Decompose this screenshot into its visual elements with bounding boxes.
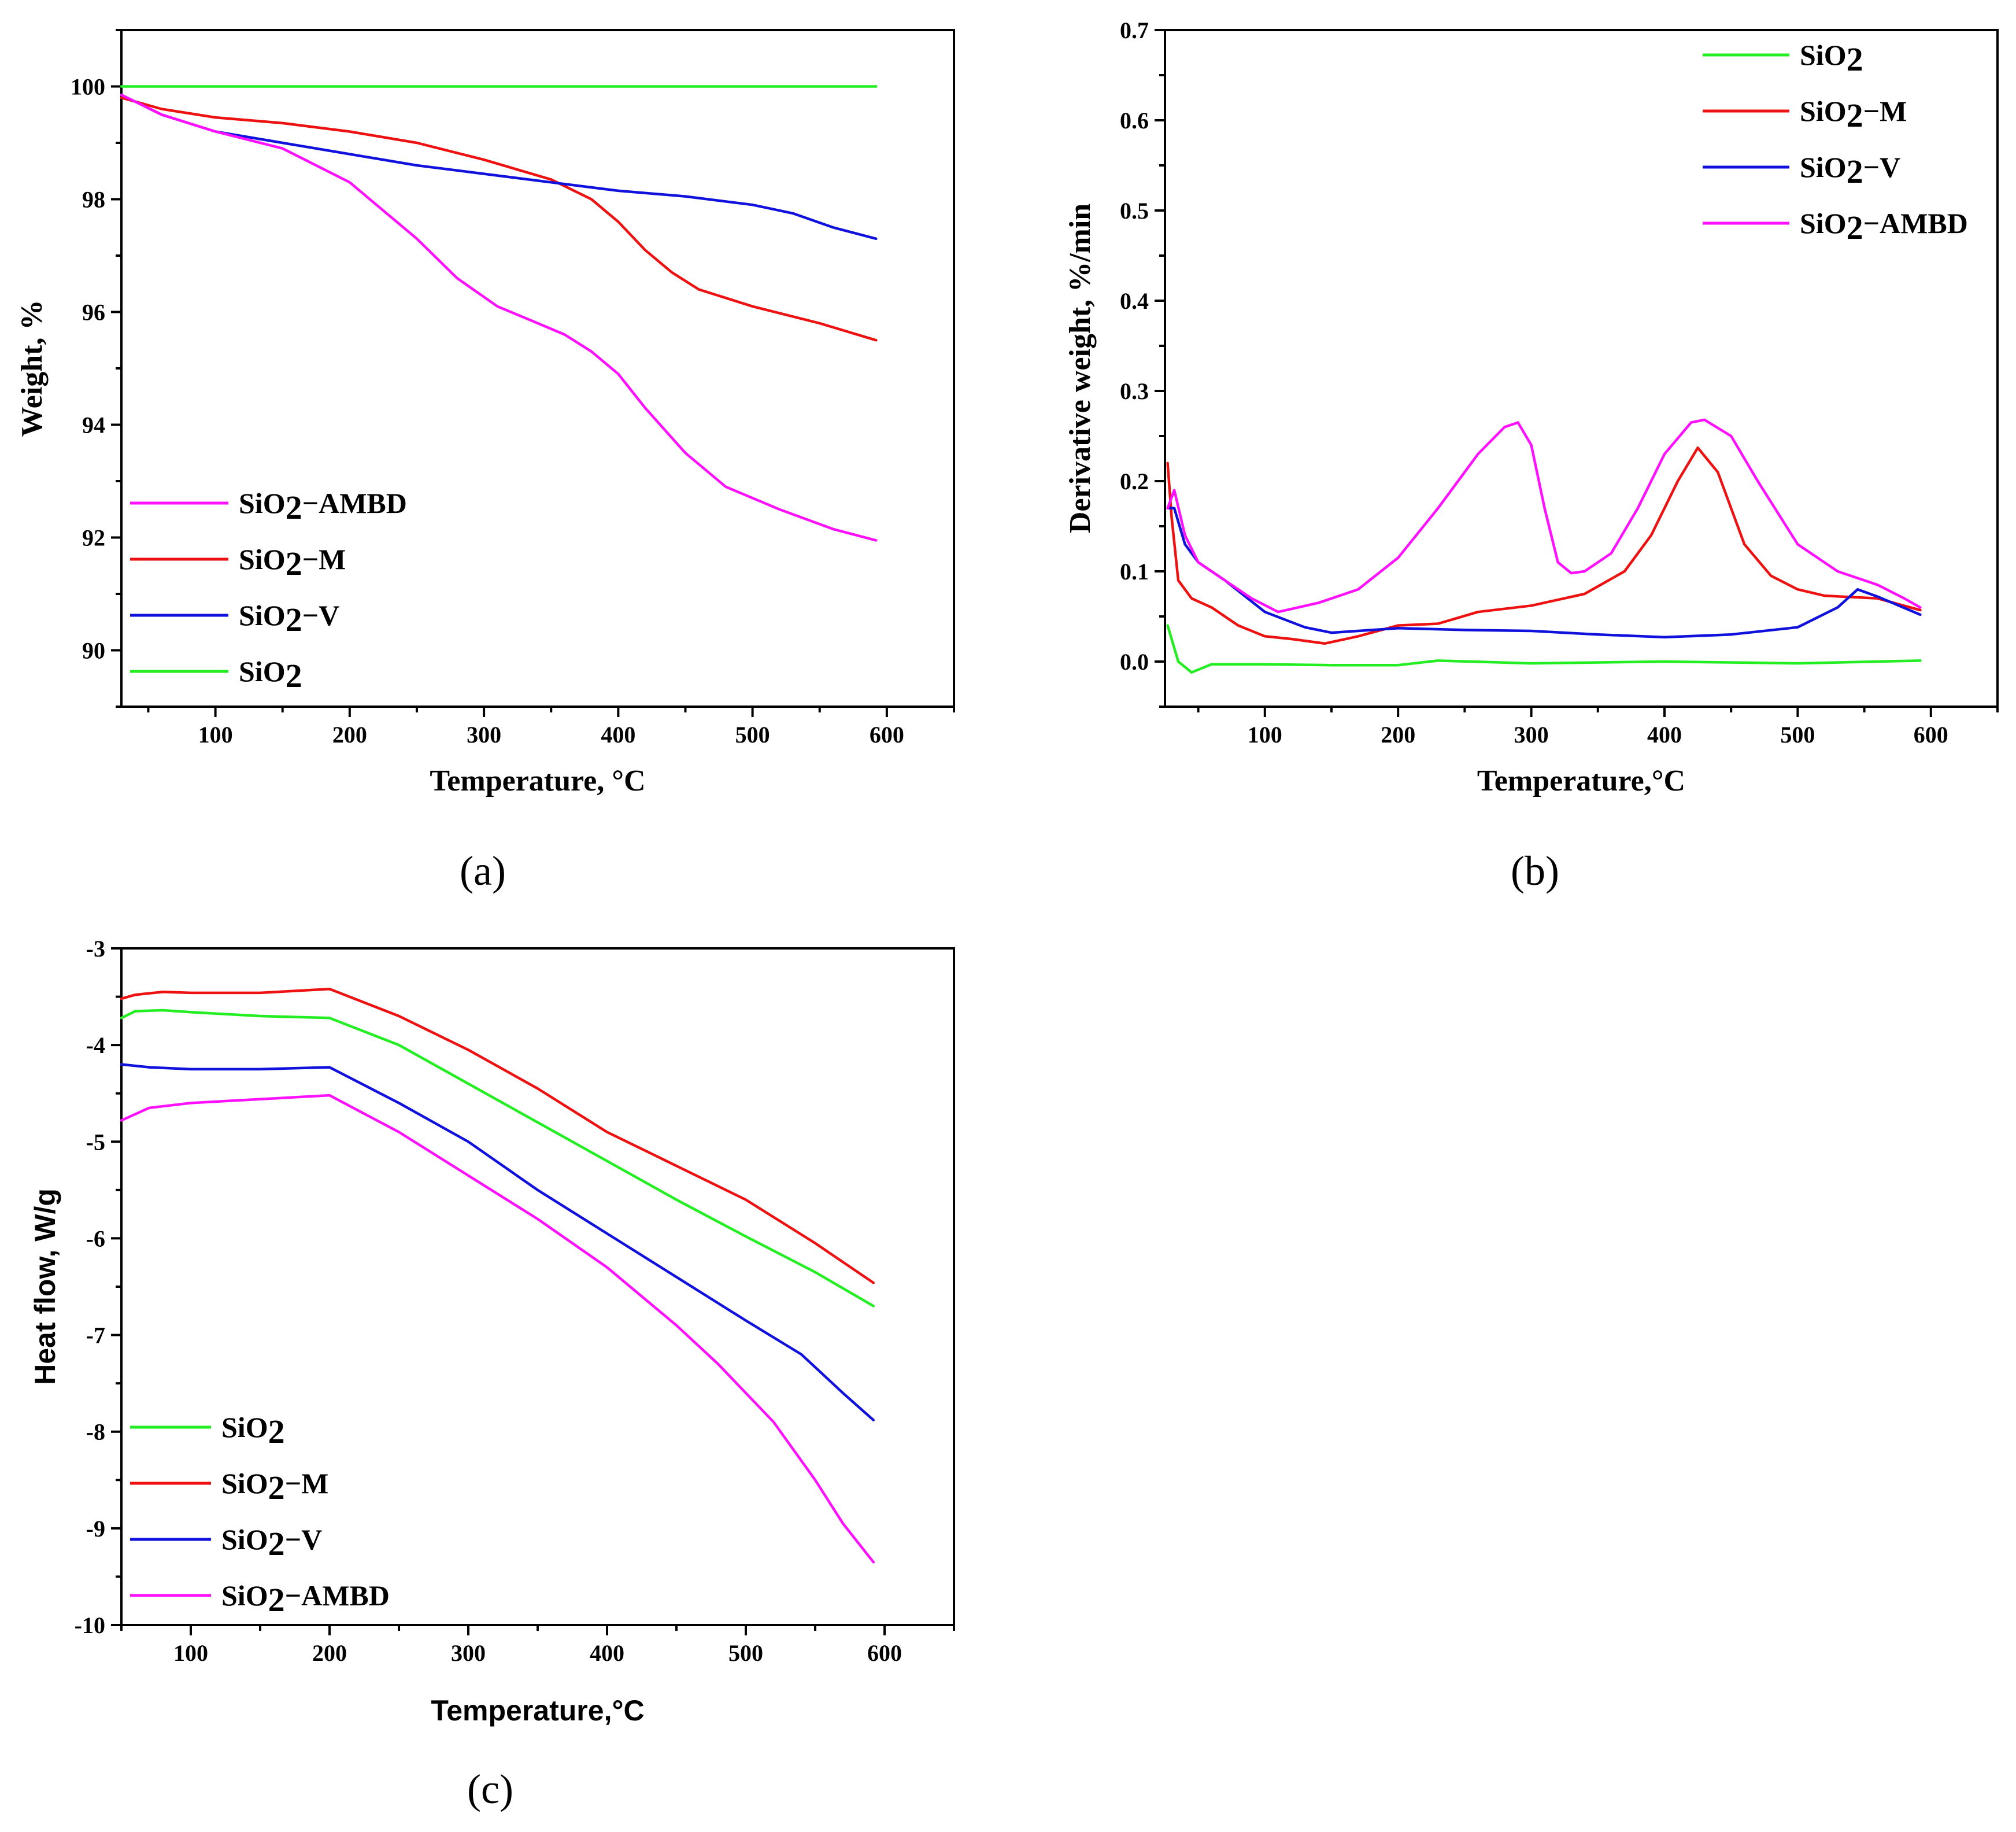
- x-tick-label: 100: [1248, 722, 1282, 748]
- y-tick-label: 0.0: [1120, 649, 1149, 675]
- series-line-sio2-m: [1166, 446, 1922, 645]
- y-tick-label: 0.6: [1120, 108, 1149, 134]
- legend-label-sio2-v: SiO2−V: [239, 599, 339, 638]
- x-tick-label: 200: [312, 1640, 347, 1666]
- x-tick-label: 300: [1514, 722, 1549, 748]
- legend-label-sio2: SiO2: [239, 655, 302, 695]
- x-tick-label: 600: [870, 722, 904, 748]
- legend-label-sio2-ambd: SiO2−AMBD: [239, 487, 407, 526]
- x-tick-label: 500: [735, 722, 770, 748]
- legend-label-sio2-v: SiO2−V: [221, 1523, 322, 1563]
- panel-b: 100 200 300 400 500 600 0.0 0.1 0.2 0.3 0.4 0.5 0.6 0…: [1064, 17, 1999, 894]
- y-tick-label: -10: [75, 1612, 105, 1638]
- y-tick-label: 0.1: [1120, 559, 1149, 585]
- series-line-sio2-v: [120, 1063, 875, 1421]
- x-tick-label: 400: [590, 1640, 624, 1666]
- x-tick-label: 100: [198, 722, 233, 748]
- y-axis-title: Weight, %: [16, 300, 49, 437]
- y-tick-label: 90: [82, 638, 105, 664]
- y-tick-label: 98: [82, 187, 105, 213]
- y-tick-label: 100: [71, 74, 105, 100]
- series-line-sio2-v: [1166, 507, 1922, 639]
- panel-label: (c): [467, 1766, 513, 1812]
- series-line-sio2: [1166, 624, 1922, 674]
- legend-label-sio2-v: SiO2−V: [1800, 151, 1900, 190]
- y-tick-label: -7: [86, 1323, 105, 1349]
- series-line-sio2: [120, 1009, 875, 1307]
- x-tick-label: 300: [451, 1640, 486, 1666]
- legend-label-sio2-ambd: SiO2−AMBD: [1800, 207, 1968, 246]
- y-tick-label: 0.2: [1120, 468, 1149, 494]
- y-tick-label: -4: [86, 1032, 105, 1058]
- x-tick-label: 600: [1914, 722, 1948, 748]
- series-line-sio2-ambd: [1166, 418, 1922, 614]
- x-tick-label: 500: [1780, 722, 1815, 748]
- x-tick-label: 200: [1381, 722, 1415, 748]
- panel-label: (a): [460, 848, 506, 894]
- panel-label: (b): [1511, 848, 1559, 894]
- y-tick-label: 92: [82, 525, 105, 551]
- y-tick-label: -6: [86, 1225, 105, 1251]
- series-line-sio2-v: [120, 93, 878, 241]
- y-axis-title: Heat flow, W/g: [29, 1188, 61, 1385]
- y-tick-label: -3: [86, 936, 105, 962]
- y-tick-label: -8: [86, 1419, 105, 1445]
- x-axis-title: Temperature, °C: [430, 764, 645, 797]
- y-tick-label: -5: [86, 1129, 105, 1155]
- x-tick-label: 600: [867, 1640, 902, 1666]
- legend-label-sio2-m: SiO2−M: [1800, 95, 1907, 134]
- legend-label-sio2-m: SiO2−M: [239, 543, 346, 582]
- legend-label-sio2: SiO2: [221, 1411, 285, 1450]
- x-tick-label: 200: [332, 722, 367, 748]
- x-tick-label: 400: [1647, 722, 1682, 748]
- legend-label-sio2: SiO2: [1800, 39, 1863, 78]
- panel-a: 100 200 300 400 500 600 90 92 94 96 98 100 Temperatu…: [16, 29, 955, 894]
- y-tick-label: 0.7: [1120, 17, 1149, 43]
- x-axis-title: Temperature,°C: [1477, 764, 1685, 797]
- series-line-sio2-ambd: [120, 93, 878, 542]
- x-tick-label: 400: [601, 722, 635, 748]
- plot-frame: [1164, 29, 1999, 708]
- y-tick-label: 0.4: [1120, 288, 1149, 314]
- y-tick-label: -9: [86, 1516, 105, 1542]
- series-line-sio2-ambd: [120, 1094, 875, 1564]
- y-tick-label: 0.5: [1120, 198, 1149, 224]
- series-line-sio2-m: [120, 987, 875, 1284]
- y-tick-label: 94: [82, 412, 105, 438]
- y-tick-label: 0.3: [1120, 378, 1149, 404]
- x-tick-label: 500: [728, 1640, 763, 1666]
- legend-label-sio2-m: SiO2−M: [221, 1467, 328, 1506]
- x-tick-label: 100: [173, 1640, 208, 1666]
- x-axis-title: Temperature,°C: [431, 1694, 644, 1727]
- series-line-sio2-m: [120, 96, 878, 342]
- y-axis-title: Derivative weight, %/min: [1064, 204, 1097, 534]
- legend-label-sio2-ambd: SiO2−AMBD: [221, 1579, 390, 1619]
- panel-c: 100 200 300 400 500 600 -10 -9 -8 -7 -6 -5 -4 -3 Tempe…: [29, 936, 955, 1812]
- y-tick-label: 96: [82, 300, 105, 326]
- x-tick-label: 300: [467, 722, 501, 748]
